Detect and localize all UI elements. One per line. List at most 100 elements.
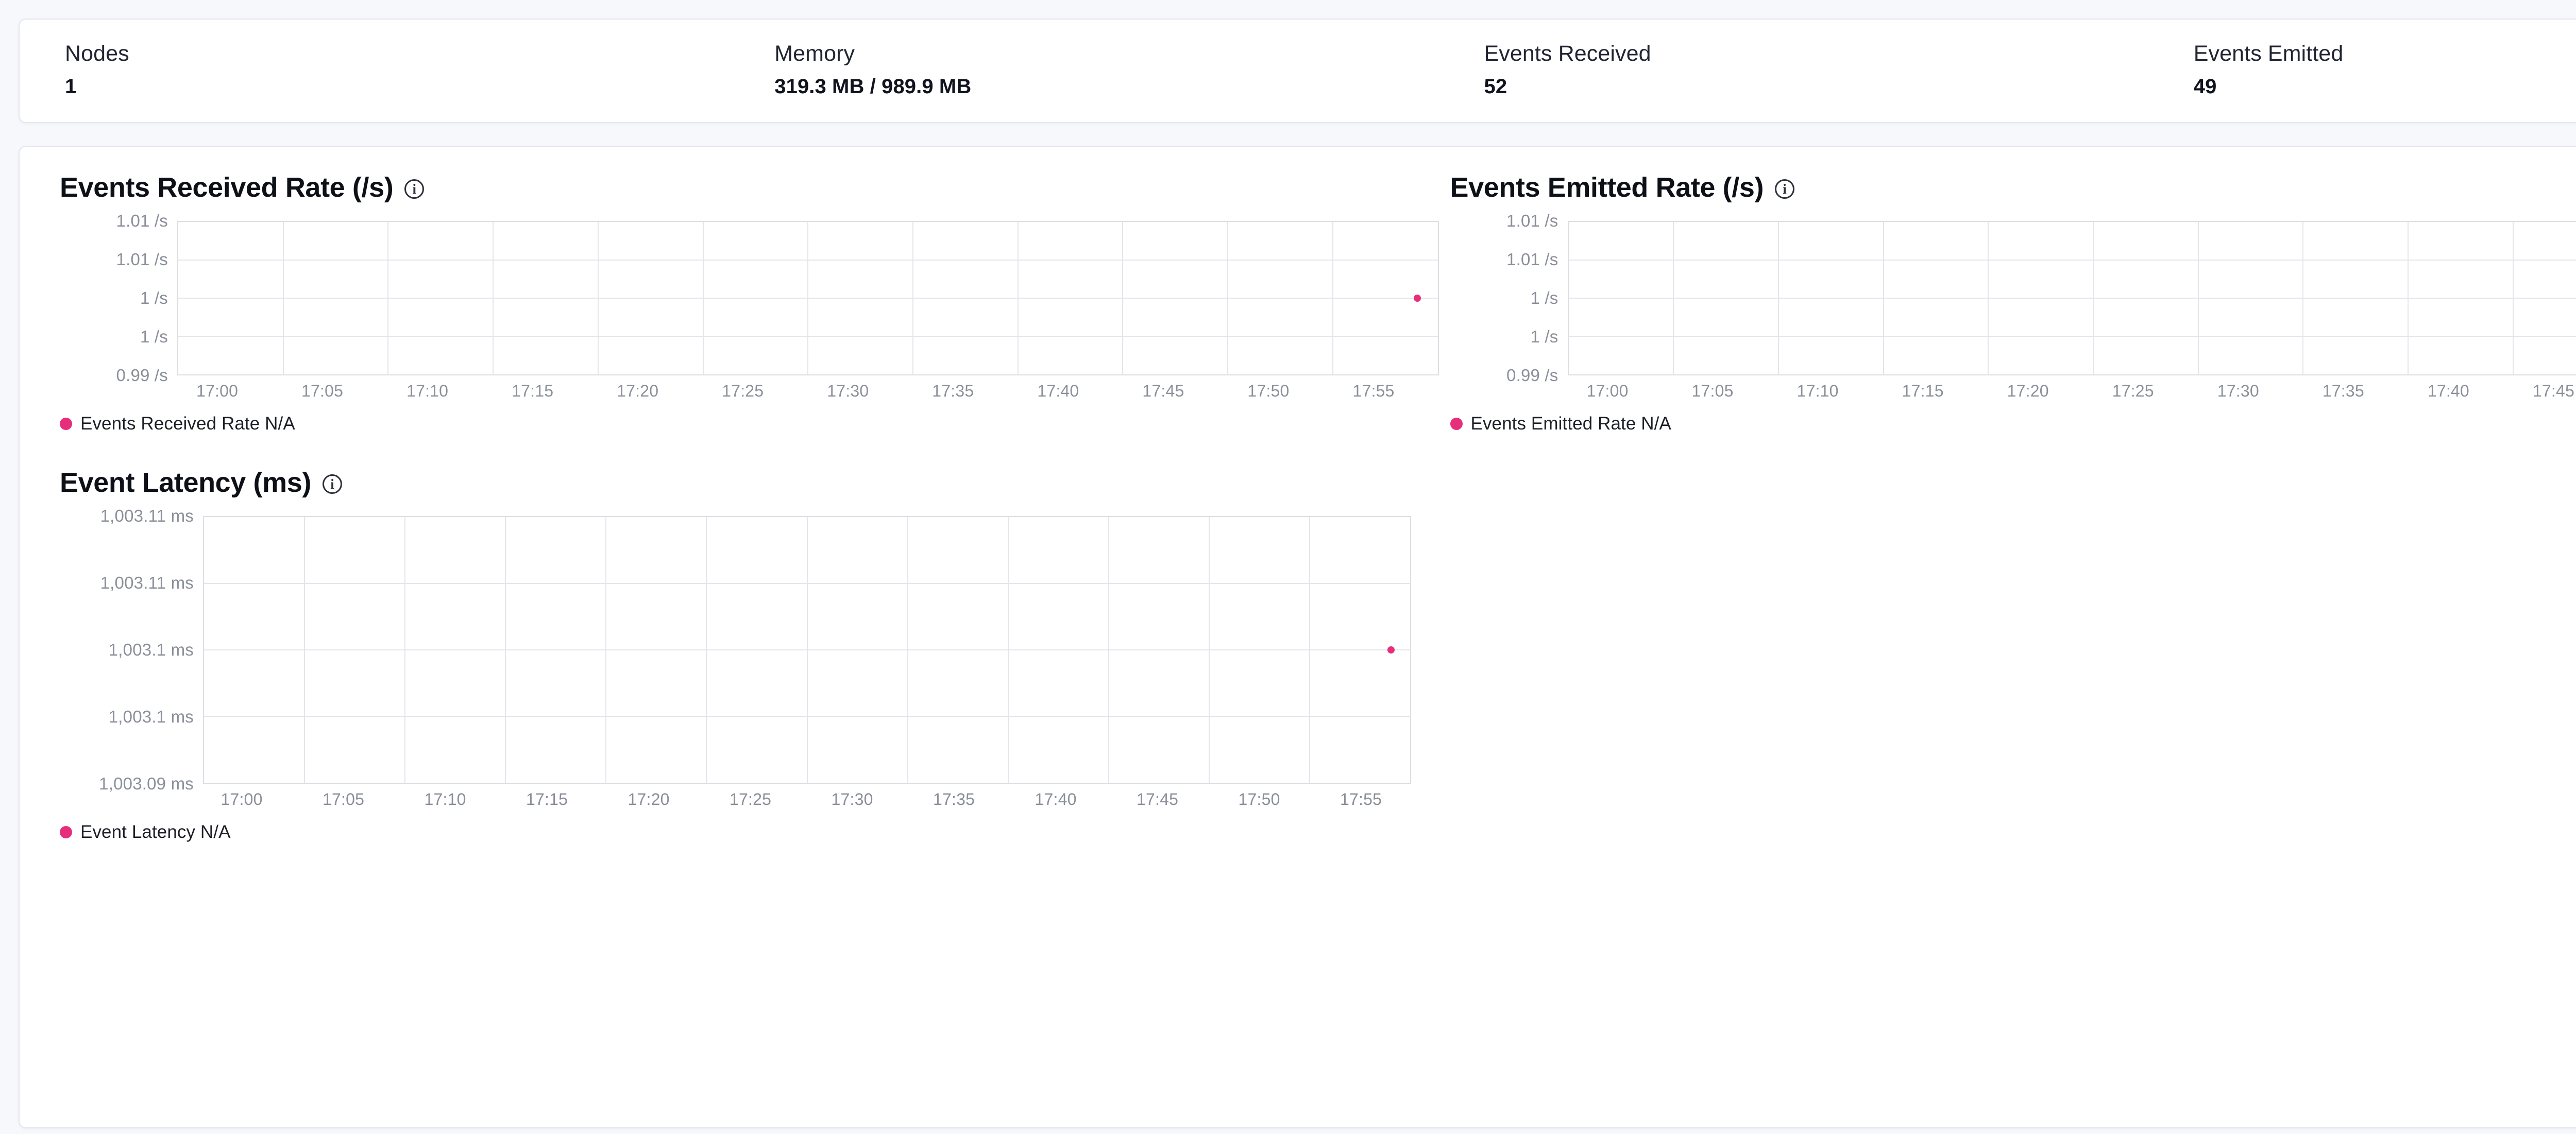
- x-axis-tick-label: 17:15: [512, 382, 554, 401]
- y-axis-tick-label: 0.99 /s: [1506, 366, 1558, 385]
- legend-color-swatch: [1450, 417, 1463, 430]
- grid-line-vertical: [1017, 222, 1019, 375]
- x-axis-tick-label: 17:15: [526, 790, 568, 809]
- grid-line-vertical: [706, 517, 707, 783]
- grid-line-vertical: [1673, 222, 1674, 375]
- x-axis-tick-label: 17:20: [628, 790, 670, 809]
- info-icon[interactable]: i: [1775, 179, 1795, 199]
- grid-line-vertical: [702, 222, 704, 375]
- x-axis-tick-label: 17:25: [730, 790, 772, 809]
- legend-color-swatch: [60, 826, 72, 838]
- grid-line-horizontal: [1568, 298, 2576, 299]
- chart-event-latency: Event Latency (ms) i 1,003.11 ms 1,003.11…: [48, 469, 1439, 841]
- chart-slot-empty: [1439, 469, 2576, 841]
- grid-line-vertical: [1777, 222, 1779, 375]
- x-axis-tick-label: 17:05: [301, 382, 344, 401]
- plot-grid: [203, 516, 1411, 784]
- stat-label: Events Emitted: [2193, 41, 2344, 66]
- grid-line-vertical: [907, 517, 908, 783]
- x-axis: 17:00 17:05 17:10 17:15 17:20 17:25 17:30 17:35…: [1568, 380, 2576, 411]
- grid-line-vertical: [2197, 222, 2199, 375]
- grid-line-vertical: [493, 222, 494, 375]
- grid-line-vertical: [2302, 222, 2304, 375]
- plot-area: 1.01 /s 1.01 /s 1 /s 1 /s 0.99 /s: [48, 211, 1439, 385]
- x-axis-tick-label: 17:00: [221, 790, 263, 809]
- grid-line-vertical: [2408, 222, 2409, 375]
- grid-line-vertical: [404, 517, 406, 783]
- plot-grid: [177, 221, 1439, 376]
- x-axis-tick-label: 17:10: [424, 790, 466, 809]
- x-axis: 17:00 17:05 17:10 17:15 17:20 17:25 17:30 17:35…: [203, 788, 1424, 820]
- x-axis-tick-label: 17:30: [827, 382, 869, 401]
- legend-label[interactable]: Events Emitted Rate N/A: [1470, 414, 1671, 434]
- x-axis-tick-label: 17:45: [1137, 790, 1179, 809]
- stat-events-emitted: Events Emitted 49: [2148, 42, 2576, 97]
- grid-line-vertical: [505, 517, 506, 783]
- chart-events-received-rate: Events Received Rate (/s) i 1.01 /s 1.01 …: [48, 174, 1439, 433]
- x-axis-tick-label: 17:25: [722, 382, 764, 401]
- grid-line-vertical: [605, 517, 607, 783]
- x-axis-tick-label: 17:20: [2007, 382, 2049, 401]
- y-axis-tick-label: 1,003.11 ms: [100, 573, 194, 593]
- x-axis-tick-label: 17:40: [2427, 382, 2469, 401]
- chart-header: Events Emitted Rate (/s) i: [1439, 174, 2576, 201]
- plot-area: 1,003.11 ms 1,003.11 ms 1,003.1 ms 1,003.1 …: [48, 506, 1424, 793]
- x-axis-tick-label: 17:05: [323, 790, 365, 809]
- y-axis: 1.01 /s 1.01 /s 1 /s 1 /s 0.99 /s: [48, 211, 177, 385]
- chart-legend: Events Received Rate N/A: [48, 415, 1439, 433]
- plot-area: 1.01 /s 1.01 /s 1 /s 1 /s 0.99 /s: [1439, 211, 2576, 385]
- x-axis-tick-label: 17:55: [1340, 790, 1382, 809]
- y-axis-tick-label: 1.01 /s: [116, 250, 168, 269]
- info-icon[interactable]: i: [404, 179, 425, 199]
- plot-wrapper: 1.01 /s 1.01 /s 1 /s 1 /s 0.99 /s 17:00 17:05…: [1439, 211, 2576, 411]
- grid-line-vertical: [387, 222, 389, 375]
- stat-value: 49: [2193, 75, 2217, 98]
- data-point-marker[interactable]: [1414, 295, 1421, 302]
- chart-title: Event Latency (ms): [60, 467, 311, 499]
- legend-label[interactable]: Events Received Rate N/A: [80, 414, 295, 434]
- grid-line-vertical: [597, 222, 599, 375]
- plot-grid: [1567, 221, 2576, 376]
- plot-wrapper: 1.01 /s 1.01 /s 1 /s 1 /s 0.99 /s 17:00 17:05…: [48, 211, 1439, 411]
- grid-line-vertical: [1108, 517, 1109, 783]
- y-axis-tick-label: 1.01 /s: [1506, 250, 1558, 269]
- x-axis-tick-label: 17:40: [1037, 382, 1079, 401]
- x-axis-tick-label: 17:15: [1902, 382, 1944, 401]
- info-icon[interactable]: i: [322, 474, 342, 494]
- grid-line-vertical: [807, 222, 809, 375]
- stat-memory: Memory 319.3 MB / 989.9 MB: [729, 42, 1438, 97]
- chart-legend: Event Latency N/A: [48, 823, 1439, 841]
- legend-label[interactable]: Event Latency N/A: [80, 822, 231, 843]
- y-axis-tick-label: 1,003.1 ms: [108, 640, 194, 660]
- chart-events-emitted-rate: Events Emitted Rate (/s) i 1.01 /s 1.01 /…: [1439, 174, 2576, 433]
- x-axis-tick-label: 17:30: [2217, 382, 2259, 401]
- stat-label: Nodes: [65, 41, 129, 66]
- y-axis-tick-label: 1,003.09 ms: [99, 774, 194, 794]
- y-axis-tick-label: 1.01 /s: [1506, 211, 1558, 231]
- x-axis: 17:00 17:05 17:10 17:15 17:20 17:25 17:30 17:35…: [177, 380, 1439, 411]
- charts-panel: Events Received Rate (/s) i 1.01 /s 1.01 …: [19, 146, 2576, 1129]
- stat-value: 319.3 MB / 989.9 MB: [774, 75, 972, 98]
- grid-line-vertical: [2512, 222, 2514, 375]
- x-axis-tick-label: 17:40: [1035, 790, 1077, 809]
- y-axis: 1,003.11 ms 1,003.11 ms 1,003.1 ms 1,003.1 …: [48, 506, 203, 793]
- chart-row-bottom: Event Latency (ms) i 1,003.11 ms 1,003.11…: [48, 469, 2576, 841]
- stat-value: 52: [1484, 75, 1507, 98]
- y-axis-tick-label: 1,003.1 ms: [108, 707, 194, 727]
- x-axis-tick-label: 17:50: [1238, 790, 1280, 809]
- grid-line-vertical: [1883, 222, 1884, 375]
- x-axis-tick-label: 17:20: [617, 382, 659, 401]
- x-axis-tick-label: 17:45: [2532, 382, 2574, 401]
- grid-line-vertical: [2093, 222, 2094, 375]
- chart-legend: Events Emitted Rate N/A: [1439, 415, 2576, 433]
- data-point-marker[interactable]: [1387, 646, 1395, 654]
- stat-nodes: Nodes 1: [20, 42, 729, 97]
- x-axis-tick-label: 17:10: [406, 382, 449, 401]
- grid-line-vertical: [1988, 222, 1989, 375]
- grid-line-vertical: [912, 222, 913, 375]
- grid-line-vertical: [1309, 517, 1310, 783]
- grid-line-vertical: [1007, 517, 1009, 783]
- y-axis-tick-label: 1 /s: [1530, 327, 1558, 347]
- y-axis-tick-label: 1 /s: [140, 288, 168, 308]
- x-axis-tick-label: 17:35: [932, 382, 974, 401]
